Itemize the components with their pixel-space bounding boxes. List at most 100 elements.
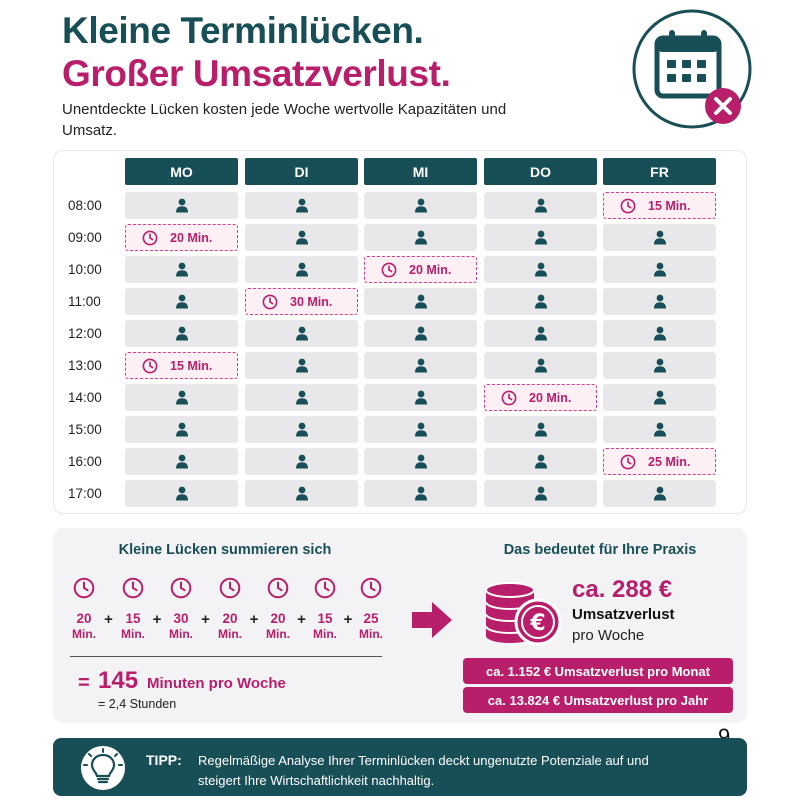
person-icon — [414, 390, 428, 405]
tip-text: Regelmäßige Analyse Ihrer Terminlücken d… — [198, 753, 649, 788]
person-icon — [295, 486, 309, 501]
gap-slot: 30 Min. — [245, 288, 358, 315]
booked-slot — [125, 288, 238, 315]
booked-slot — [364, 320, 477, 347]
plus-sign: + — [152, 611, 162, 628]
person-icon — [175, 390, 189, 405]
plus-sign: + — [249, 611, 259, 628]
person-icon — [175, 486, 189, 501]
booked-slot — [484, 480, 597, 507]
booked-slot — [603, 416, 716, 443]
arrow-right-icon — [412, 602, 452, 638]
gap-minutes: 20 — [76, 611, 92, 626]
gap-slot: 20 Min. — [125, 224, 238, 251]
day-header: MI — [364, 158, 477, 185]
booked-slot — [364, 288, 477, 315]
person-icon — [175, 326, 189, 341]
gap-slot: 20 Min. — [364, 256, 477, 283]
person-icon — [414, 198, 428, 213]
booked-slot — [484, 416, 597, 443]
booked-slot — [364, 192, 477, 219]
person-icon — [653, 262, 667, 277]
booked-slot — [125, 256, 238, 283]
plus-sign: + — [104, 611, 113, 628]
booked-slot — [603, 480, 716, 507]
plus-sign: + — [297, 611, 306, 628]
booked-slot — [484, 256, 597, 283]
person-icon — [534, 454, 548, 469]
page-title-line2: Großer Umsatzverlust. — [62, 53, 451, 94]
gap-slot-label: 15 Min. — [170, 358, 213, 373]
clock-icon — [267, 577, 289, 599]
time-label: 10:00 — [68, 262, 102, 277]
gap-minutes: 20 — [222, 611, 238, 626]
person-icon — [295, 422, 309, 437]
page-title-line1: Kleine Terminlücken. — [62, 10, 424, 51]
person-icon — [414, 326, 428, 341]
gap-unit: Min. — [72, 627, 96, 641]
booked-slot — [245, 448, 358, 475]
clock-icon — [620, 454, 636, 470]
gap-slot: 15 Min. — [603, 192, 716, 219]
booked-slot — [125, 384, 238, 411]
booked-slot — [364, 224, 477, 251]
gap-slot-label: 20 Min. — [170, 230, 213, 245]
gap-minutes: 30 — [173, 611, 189, 626]
gap-unit: Min. — [169, 627, 193, 641]
person-icon — [295, 326, 309, 341]
booked-slot — [245, 192, 358, 219]
person-icon — [534, 230, 548, 245]
time-label: 17:00 — [68, 486, 102, 501]
person-icon — [534, 294, 548, 309]
clock-icon — [73, 577, 95, 599]
weekly-loss-label: Umsatzverlust — [572, 606, 675, 623]
booked-slot — [125, 480, 238, 507]
gap-minutes: 20 — [270, 611, 286, 626]
coin-euro-symbol: € — [529, 611, 545, 636]
monthly-loss-badge: ca. 1.152 € Umsatzverlust pro Monat — [463, 658, 733, 684]
time-label: 12:00 — [68, 326, 102, 341]
person-icon — [295, 358, 309, 373]
person-icon — [414, 230, 428, 245]
person-icon — [653, 486, 667, 501]
booked-slot — [484, 320, 597, 347]
total-hours: = 2,4 Stunden — [98, 697, 177, 711]
gap-slot-label: 25 Min. — [648, 454, 691, 469]
day-header: DI — [245, 158, 358, 185]
booked-slot — [364, 352, 477, 379]
booked-slot — [484, 352, 597, 379]
day-header: MO — [125, 158, 238, 185]
booked-slot — [125, 416, 238, 443]
booked-slot — [484, 224, 597, 251]
person-icon — [653, 230, 667, 245]
clock-icon — [170, 577, 192, 599]
person-icon — [534, 486, 548, 501]
person-icon — [295, 390, 309, 405]
booked-slot — [603, 352, 716, 379]
person-icon — [414, 422, 428, 437]
person-icon — [534, 198, 548, 213]
person-icon — [295, 454, 309, 469]
booked-slot — [245, 416, 358, 443]
person-icon — [653, 294, 667, 309]
total-minutes-unit: Minuten pro Woche — [147, 675, 286, 692]
day-header: FR — [603, 158, 716, 185]
person-icon — [295, 230, 309, 245]
clock-icon — [122, 577, 144, 599]
clock-icon — [142, 358, 158, 374]
plus-sign: + — [343, 611, 353, 628]
booked-slot — [364, 448, 477, 475]
time-label: 09:00 — [68, 230, 102, 245]
gap-slot: 15 Min. — [125, 352, 238, 379]
calendar-x-icon — [632, 9, 752, 129]
sum-divider — [70, 656, 382, 657]
person-icon — [175, 262, 189, 277]
time-label: 11:00 — [68, 294, 101, 309]
time-label: 08:00 — [68, 198, 102, 213]
clock-icon — [262, 294, 278, 310]
clock-icon — [381, 262, 397, 278]
result-title: Das bedeutet für Ihre Praxis — [503, 542, 697, 558]
gap-minutes: 15 — [125, 611, 141, 626]
person-icon — [175, 294, 189, 309]
booked-slot — [364, 480, 477, 507]
